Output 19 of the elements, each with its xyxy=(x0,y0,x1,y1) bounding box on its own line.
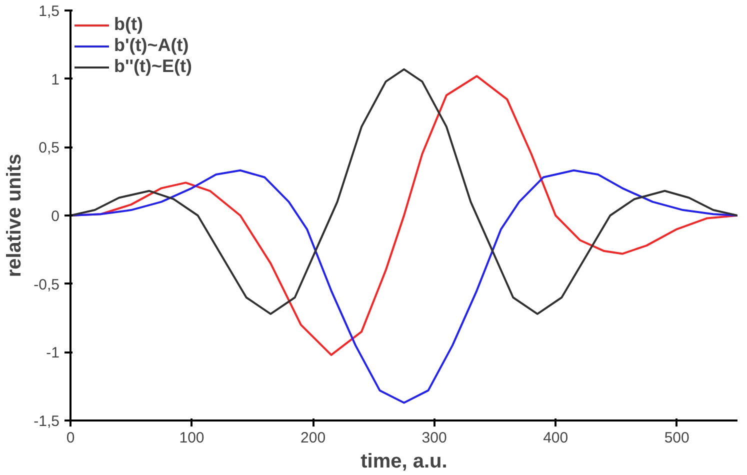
y-tick-label: 0 xyxy=(51,208,60,225)
x-tick-label: 400 xyxy=(543,430,568,446)
x-tick-label: 100 xyxy=(179,430,204,446)
legend-label: b''(t)~E(t) xyxy=(114,56,192,77)
x-tick-label: 300 xyxy=(422,430,447,446)
x-tick-label: 500 xyxy=(664,430,690,446)
y-axis-title: relative units xyxy=(4,154,26,278)
legend-label: b'(t)~A(t) xyxy=(114,35,189,56)
y-tick-label: 0,5 xyxy=(38,140,60,157)
x-tick-label: 0 xyxy=(66,430,75,446)
x-axis-title: time, a.u. xyxy=(360,450,448,472)
y-tick-label: -0,5 xyxy=(34,276,60,294)
legend-label: b(t) xyxy=(114,14,143,35)
line-series xyxy=(70,169,738,404)
y-tick-label: -1 xyxy=(46,344,60,362)
y-tick-label: -1,5 xyxy=(34,413,60,430)
y-tick-label: 1 xyxy=(51,71,60,88)
y-tick-label: 1,5 xyxy=(38,3,60,20)
x-tick-label: 200 xyxy=(300,430,326,446)
